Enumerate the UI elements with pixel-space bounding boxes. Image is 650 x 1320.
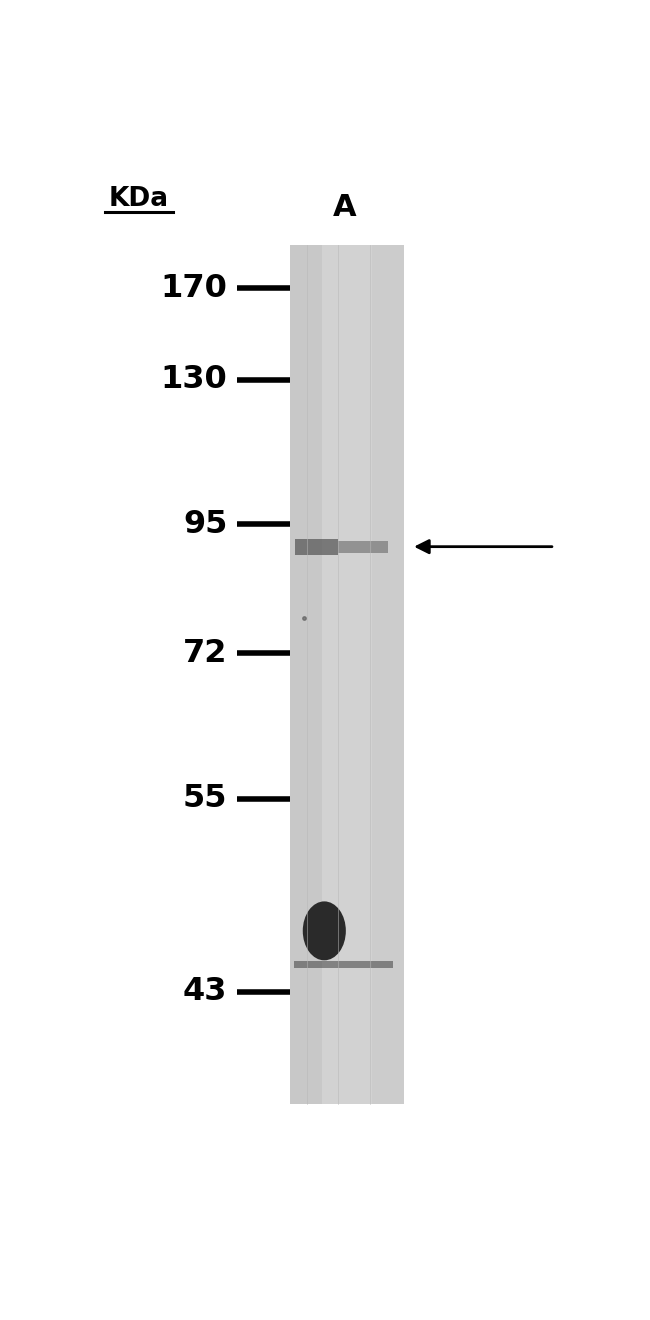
Text: 55: 55 — [183, 783, 227, 814]
Text: 43: 43 — [183, 977, 227, 1007]
Bar — [322, 244, 372, 1104]
Bar — [294, 961, 393, 969]
Text: 95: 95 — [183, 508, 227, 540]
Bar — [291, 244, 404, 1104]
Text: A: A — [333, 193, 356, 222]
Text: KDa: KDa — [109, 186, 169, 213]
Text: 72: 72 — [183, 638, 227, 669]
Text: 130: 130 — [161, 364, 228, 396]
Bar — [372, 244, 404, 1104]
Bar — [295, 539, 338, 554]
Bar — [338, 541, 388, 553]
Text: 170: 170 — [161, 273, 228, 304]
Ellipse shape — [303, 902, 346, 961]
